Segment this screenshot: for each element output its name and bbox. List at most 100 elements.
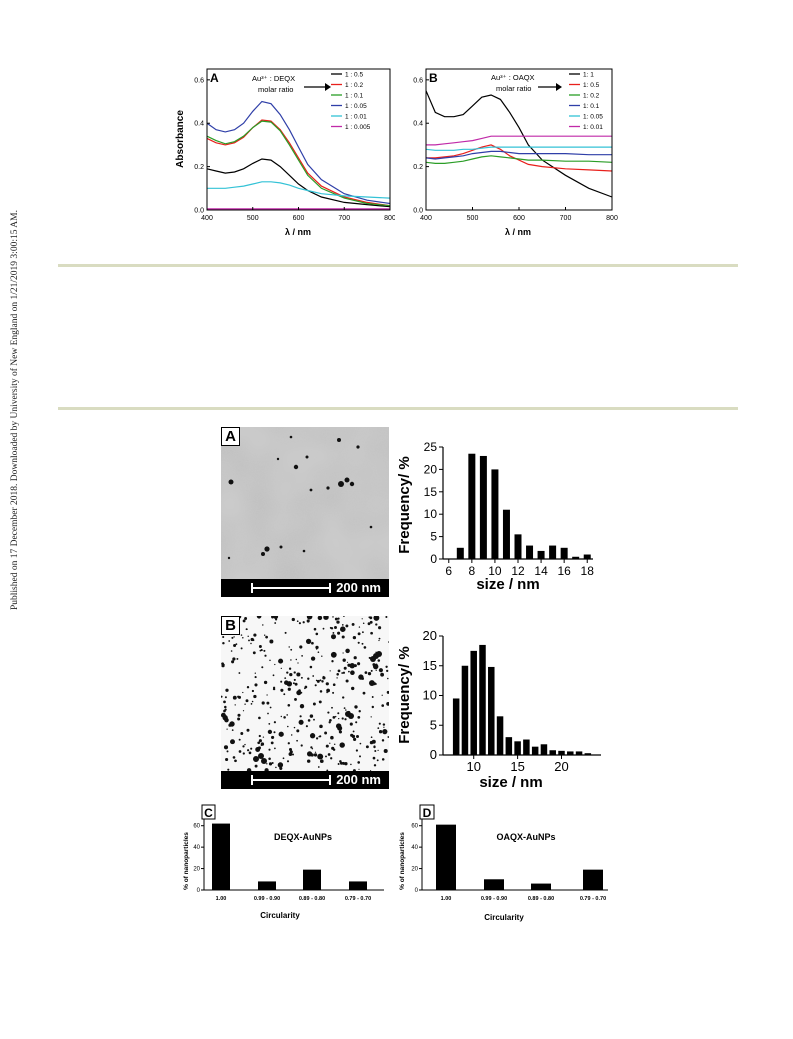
y-tick-label: 0 <box>430 552 437 566</box>
series-line-b-2 <box>425 155 613 165</box>
particle <box>361 618 363 620</box>
particle <box>312 675 315 677</box>
x-tick-label: 600 <box>293 215 305 222</box>
particle <box>319 724 323 729</box>
panel-label-b: B <box>429 71 438 85</box>
particle <box>294 682 298 686</box>
particle <box>383 748 388 754</box>
x-tick-label: 12 <box>511 564 525 578</box>
particle <box>253 694 257 699</box>
circularity-bar <box>212 823 230 890</box>
y-tick-label: 0.6 <box>194 77 204 84</box>
particle <box>309 665 313 669</box>
particle <box>325 682 329 686</box>
particle <box>329 718 332 722</box>
y-tick-label: 0 <box>415 888 419 894</box>
particle <box>377 749 379 752</box>
particle <box>283 716 286 719</box>
particle <box>328 721 331 724</box>
x-tick-label: 14 <box>534 564 548 578</box>
particle <box>290 659 292 661</box>
series-line-a-1 <box>206 119 391 207</box>
particle <box>242 752 245 755</box>
particle <box>248 639 250 642</box>
particle <box>254 676 257 679</box>
x-tick-label: 16 <box>557 564 571 578</box>
legend-label: 1 : 0.2 <box>345 82 363 89</box>
particle <box>313 627 317 631</box>
circularity-c-title: DEQX-AuNPs <box>274 832 332 842</box>
particle <box>352 769 356 771</box>
particle <box>307 677 310 680</box>
particle <box>253 633 257 637</box>
particle <box>274 663 276 666</box>
histogram-bar <box>549 545 557 559</box>
particle <box>373 745 376 749</box>
particle <box>378 668 383 673</box>
particle <box>299 645 303 649</box>
particle <box>372 663 379 670</box>
particle <box>254 672 256 674</box>
particle <box>287 704 291 707</box>
particle <box>296 739 298 742</box>
particle <box>283 693 286 696</box>
x-tick-label: 400 <box>201 215 213 222</box>
particle <box>250 747 253 750</box>
series-line-a-2 <box>206 120 391 207</box>
particle <box>333 743 336 746</box>
particle <box>310 753 314 757</box>
particle <box>306 616 313 620</box>
particle <box>378 722 381 725</box>
particle <box>282 757 285 760</box>
x-tick-label: 800 <box>384 215 395 222</box>
x-tick-label: 700 <box>560 215 572 222</box>
x-tick-label: 8 <box>469 564 476 578</box>
particle <box>385 665 388 668</box>
particle <box>337 712 340 715</box>
particle <box>224 705 227 709</box>
particle <box>267 729 273 735</box>
particle <box>319 759 324 764</box>
particle <box>287 687 291 691</box>
series-line-a-0 <box>206 158 391 208</box>
particle <box>369 620 373 624</box>
scale-line-a <box>251 583 331 593</box>
particle <box>342 658 346 662</box>
particle <box>370 669 373 672</box>
histogram-bar <box>523 739 530 755</box>
particle <box>251 700 254 703</box>
particle <box>280 715 282 718</box>
particle <box>268 757 271 760</box>
particle <box>331 660 334 663</box>
histogram-bar <box>567 751 574 755</box>
histogram-bar <box>575 751 583 755</box>
particle <box>358 710 361 713</box>
y-tick-label: 5 <box>430 530 437 544</box>
particle <box>330 735 334 740</box>
particle <box>326 616 328 618</box>
tem-label-a: A <box>221 427 240 446</box>
circularity-c-xlabel: Circularity <box>260 911 300 920</box>
particle <box>235 643 238 645</box>
particle <box>244 703 246 705</box>
scale-bar-b: 200 nm <box>221 771 389 789</box>
particle <box>271 616 275 619</box>
particle <box>226 750 229 753</box>
particle <box>359 742 362 745</box>
particle <box>284 677 287 679</box>
panel-label-c: C <box>204 806 213 820</box>
particle <box>229 721 235 727</box>
particle <box>370 736 373 739</box>
particle <box>258 734 261 738</box>
y-tick-label: 10 <box>424 507 438 521</box>
particle <box>382 723 386 726</box>
particle-cluster <box>261 758 267 764</box>
particle <box>293 671 296 674</box>
histogram-bar <box>560 547 568 559</box>
particle <box>310 656 316 661</box>
particle <box>284 631 287 634</box>
particle <box>370 716 372 718</box>
particle <box>327 711 330 714</box>
legend-label: 1: 0.2 <box>583 93 600 100</box>
particle <box>298 719 304 725</box>
